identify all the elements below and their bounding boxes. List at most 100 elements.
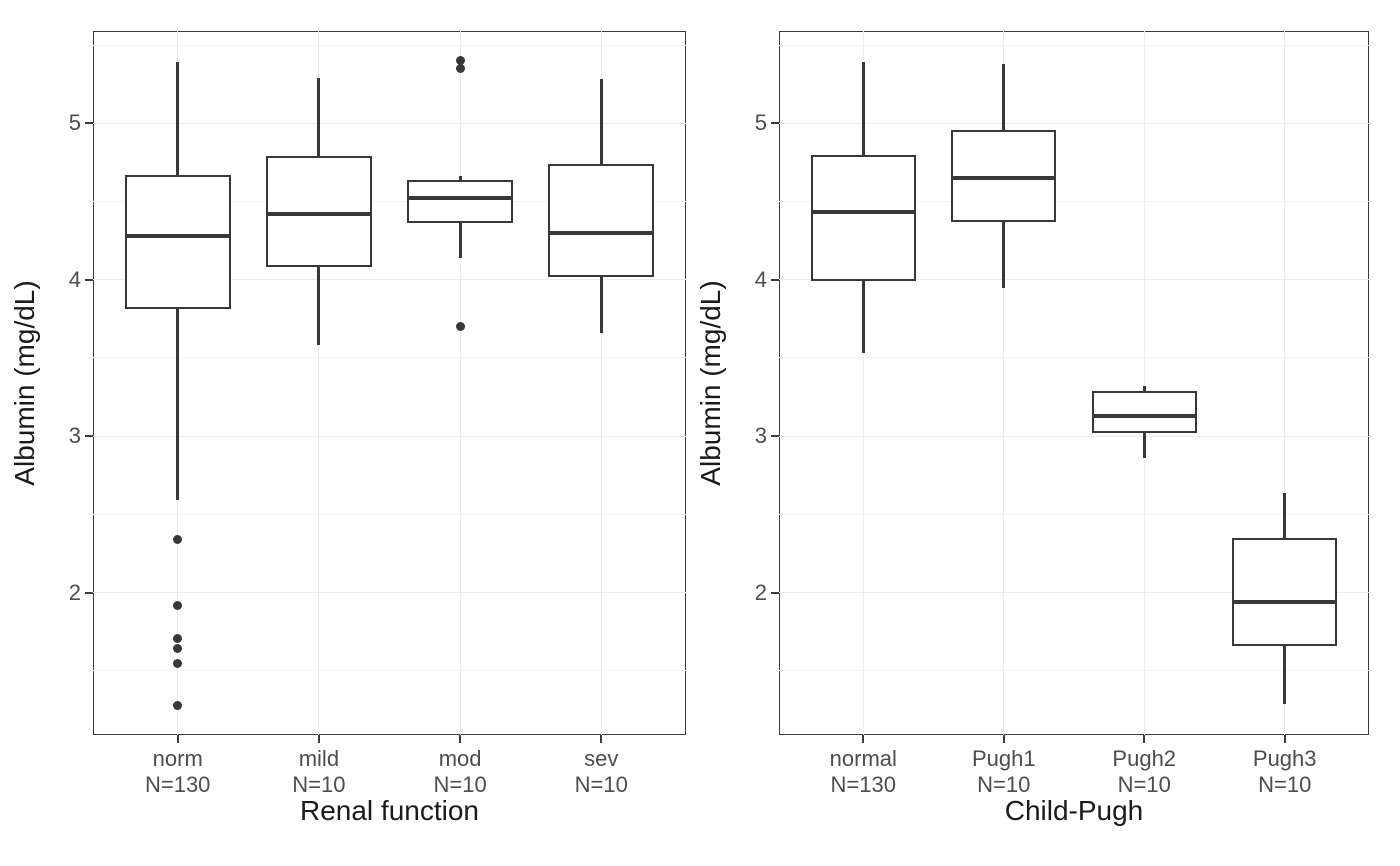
y-axis-tick — [85, 591, 93, 594]
category-label: Pugh2 N=10 — [1112, 746, 1177, 797]
x-axis-tick — [459, 735, 462, 743]
median-line — [548, 230, 655, 235]
boxplot-box — [265, 156, 372, 268]
x-axis-tick — [317, 735, 320, 743]
boxplot-box — [124, 174, 231, 310]
x-axis-tick — [600, 735, 603, 743]
y-axis-tick — [771, 278, 779, 281]
y-axis-tick — [85, 122, 93, 125]
major-gridline — [93, 435, 686, 437]
major-gridline — [779, 279, 1369, 281]
outlier-point — [173, 600, 183, 610]
child-pugh-y-axis-title: Albumin (mg/dL) — [695, 280, 726, 486]
lower-whisker — [1142, 433, 1146, 459]
y-axis-tick — [771, 591, 779, 594]
outlier-point — [173, 633, 183, 643]
y-tick-label: 5 — [68, 110, 81, 136]
y-tick-label: 2 — [68, 579, 81, 605]
boxplot-box — [810, 154, 916, 282]
renal-plot-panel — [93, 31, 686, 735]
category-gridline — [1003, 31, 1005, 735]
minor-gridline — [93, 201, 686, 203]
category-gridline — [600, 31, 602, 735]
category-label: sev N=10 — [574, 746, 628, 797]
major-gridline — [93, 279, 686, 281]
category-label: normal N=130 — [829, 746, 897, 797]
lower-whisker — [861, 281, 865, 354]
category-gridline — [862, 31, 864, 735]
category-gridline — [459, 31, 461, 735]
major-gridline — [779, 435, 1369, 437]
outlier-point — [455, 64, 465, 74]
upper-whisker — [458, 176, 462, 180]
category-label: mild N=10 — [292, 746, 346, 797]
upper-whisker — [861, 62, 865, 155]
minor-gridline — [779, 357, 1369, 359]
y-tick-label: 3 — [754, 423, 767, 449]
x-axis-tick — [1002, 735, 1005, 743]
outlier-point — [173, 658, 183, 668]
outlier-point — [173, 700, 183, 710]
outlier-point — [173, 534, 183, 544]
category-gridline — [1284, 31, 1286, 735]
child-pugh-x-axis-title: Child-Pugh — [1004, 795, 1144, 826]
x-axis-tick — [176, 735, 179, 743]
upper-whisker — [599, 79, 603, 164]
median-line — [407, 196, 514, 201]
median-line — [1232, 600, 1338, 605]
category-label: norm N=130 — [144, 746, 211, 797]
lower-whisker — [458, 223, 462, 258]
outlier-point — [455, 56, 465, 66]
x-axis-tick — [1143, 735, 1146, 743]
x-axis-tick — [1283, 735, 1286, 743]
median-line — [810, 210, 916, 215]
lower-whisker — [599, 276, 603, 333]
category-label: Pugh3 N=10 — [1252, 746, 1317, 797]
minor-gridline — [93, 513, 686, 515]
boxplot-box — [407, 179, 514, 224]
minor-gridline — [779, 44, 1369, 46]
upper-whisker — [317, 77, 321, 157]
minor-gridline — [779, 513, 1369, 515]
major-gridline — [779, 122, 1369, 124]
minor-gridline — [93, 670, 686, 672]
y-tick-label: 2 — [754, 579, 767, 605]
lower-whisker — [1002, 221, 1006, 288]
outlier-point — [173, 644, 183, 654]
upper-whisker — [1142, 386, 1146, 391]
lower-whisker — [176, 309, 180, 501]
category-label: mod N=10 — [433, 746, 487, 797]
median-line — [1091, 413, 1197, 418]
major-gridline — [779, 592, 1369, 594]
category-label: Pugh1 N=10 — [971, 746, 1036, 797]
y-tick-label: 3 — [68, 423, 81, 449]
boxplot-box — [1232, 537, 1338, 646]
y-axis-tick — [771, 435, 779, 438]
minor-gridline — [779, 201, 1369, 203]
minor-gridline — [93, 357, 686, 359]
minor-gridline — [779, 670, 1369, 672]
major-gridline — [93, 122, 686, 124]
upper-whisker — [1283, 492, 1287, 538]
y-tick-label: 4 — [68, 266, 81, 292]
category-gridline — [1143, 31, 1145, 735]
boxplot-box — [1091, 390, 1197, 434]
category-gridline — [318, 31, 320, 735]
median-line — [265, 212, 372, 217]
y-axis-tick — [771, 122, 779, 125]
upper-whisker — [176, 62, 180, 175]
minor-gridline — [93, 44, 686, 46]
y-axis-tick — [85, 435, 93, 438]
median-line — [124, 233, 231, 238]
y-axis-tick — [85, 278, 93, 281]
y-tick-label: 5 — [754, 110, 767, 136]
upper-whisker — [1002, 63, 1006, 130]
lower-whisker — [1283, 645, 1287, 704]
major-gridline — [93, 592, 686, 594]
boxplot-box — [548, 163, 655, 277]
y-tick-label: 4 — [754, 266, 767, 292]
outlier-point — [455, 322, 465, 332]
